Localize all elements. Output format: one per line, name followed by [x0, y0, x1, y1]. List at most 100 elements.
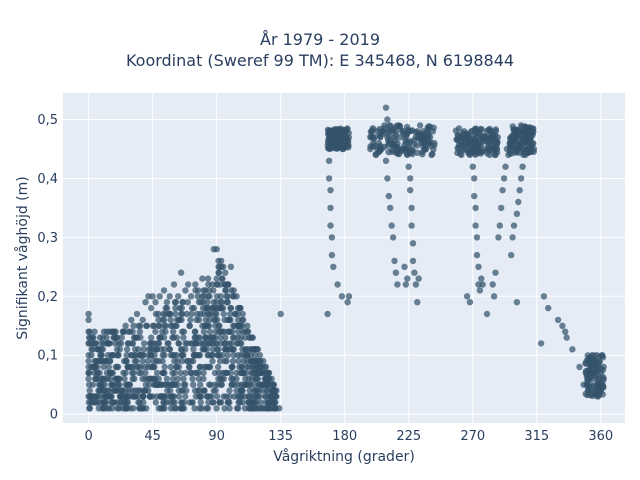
data-point: [597, 369, 604, 377]
data-point: [129, 340, 137, 347]
data-point: [215, 257, 222, 265]
data-point: [170, 281, 178, 288]
data-point: [204, 393, 211, 400]
data-point: [458, 151, 465, 159]
data-point: [213, 275, 220, 282]
data-point: [234, 352, 242, 359]
data-point: [178, 399, 185, 406]
data-point: [393, 145, 400, 153]
data-point: [123, 352, 130, 359]
y-tick-label: 0: [50, 408, 58, 423]
data-point: [142, 381, 150, 388]
data-point: [416, 122, 424, 129]
data-point: [155, 310, 162, 318]
data-point: [99, 405, 107, 412]
data-point: [415, 275, 422, 282]
data-point: [475, 263, 482, 270]
data-point: [505, 151, 512, 159]
data-point: [525, 139, 532, 147]
data-point: [192, 281, 199, 288]
data-point: [223, 357, 230, 365]
data-point: [182, 287, 189, 294]
data-point: [201, 346, 208, 353]
x-tick-label: 180: [332, 429, 357, 444]
data-point: [178, 352, 186, 359]
data-point: [200, 310, 207, 318]
data-point: [428, 151, 435, 159]
data-point: [209, 352, 216, 359]
data-point: [492, 269, 499, 276]
data-point: [471, 175, 478, 182]
data-point: [139, 316, 146, 324]
data-point: [152, 346, 159, 353]
data-point: [156, 334, 163, 341]
data-point: [206, 293, 213, 300]
data-point: [184, 299, 191, 306]
data-point: [324, 310, 331, 318]
data-point: [100, 363, 108, 371]
data-point: [401, 263, 408, 270]
data-point: [599, 381, 606, 388]
data-point: [165, 340, 172, 347]
data-point: [164, 387, 171, 394]
data-point: [485, 145, 492, 152]
data-point: [145, 346, 153, 353]
data-point: [100, 340, 108, 347]
data-point: [85, 340, 92, 347]
data-point: [171, 405, 178, 412]
data-point: [105, 405, 113, 412]
data-point: [483, 310, 491, 318]
data-point: [247, 352, 254, 359]
data-point: [166, 293, 173, 300]
data-point: [512, 134, 519, 141]
data-point: [111, 340, 119, 347]
data-point: [209, 346, 217, 353]
data-point: [213, 393, 221, 400]
data-point: [394, 139, 401, 147]
data-point: [183, 387, 190, 394]
x-tick-label: 360: [588, 429, 613, 444]
data-point: [472, 204, 479, 212]
data-point: [144, 357, 152, 365]
data-point: [599, 352, 606, 359]
data-point: [166, 310, 173, 318]
data-point: [204, 405, 212, 412]
data-point: [227, 304, 235, 312]
data-point: [158, 405, 165, 412]
data-point: [238, 363, 245, 371]
data-point: [227, 310, 234, 318]
data-point: [85, 375, 92, 382]
data-point: [237, 393, 245, 400]
data-point: [328, 234, 336, 241]
data-point: [337, 128, 344, 135]
data-point: [86, 387, 93, 394]
data-point: [342, 128, 350, 135]
data-point: [491, 151, 499, 159]
data-point: [496, 222, 503, 229]
data-point: [408, 204, 415, 212]
data-point: [587, 381, 595, 388]
data-point: [249, 363, 256, 371]
data-point: [562, 328, 569, 335]
data-point: [333, 134, 340, 141]
data-point: [404, 275, 411, 282]
data-point: [597, 387, 604, 394]
data-point: [461, 128, 468, 135]
data-point: [187, 316, 194, 324]
data-point: [470, 133, 477, 141]
data-point: [253, 363, 260, 371]
data-point: [526, 145, 533, 153]
data-point: [159, 316, 166, 324]
data-point: [212, 381, 219, 388]
data-point: [202, 287, 209, 294]
data-point: [178, 357, 186, 365]
data-point: [384, 116, 391, 123]
data-point: [189, 399, 196, 406]
data-point: [367, 145, 374, 153]
data-point: [411, 269, 418, 276]
data-point: [394, 281, 401, 288]
data-point: [426, 134, 434, 141]
data-point: [469, 163, 476, 170]
data-point: [135, 346, 142, 353]
data-point: [471, 192, 478, 200]
